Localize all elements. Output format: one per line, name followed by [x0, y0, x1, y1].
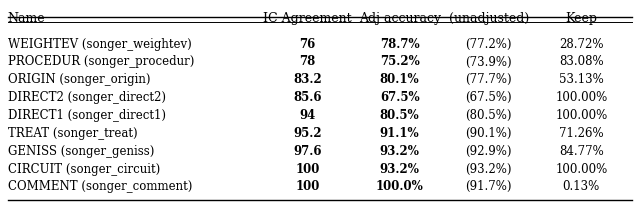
Text: CIRCUIT (songer_circuit): CIRCUIT (songer_circuit): [8, 163, 160, 176]
Text: (77.7%): (77.7%): [465, 73, 512, 86]
Text: PROCEDUR (songer_procedur): PROCEDUR (songer_procedur): [8, 55, 194, 68]
Text: 100.00%: 100.00%: [555, 163, 607, 176]
Text: 83.2: 83.2: [293, 73, 322, 86]
Text: 100: 100: [295, 180, 319, 193]
Text: DIRECT1 (songer_direct1): DIRECT1 (songer_direct1): [8, 109, 166, 122]
Text: 97.6: 97.6: [293, 145, 321, 158]
Text: Name: Name: [8, 12, 45, 25]
Text: 28.72%: 28.72%: [559, 38, 604, 51]
Text: 84.77%: 84.77%: [559, 145, 604, 158]
Text: (91.7%): (91.7%): [466, 180, 512, 193]
Text: 78.7%: 78.7%: [380, 38, 419, 51]
Text: 67.5%: 67.5%: [380, 91, 419, 104]
Text: 94: 94: [299, 109, 316, 122]
Text: 93.2%: 93.2%: [380, 163, 420, 176]
Text: Keep: Keep: [565, 12, 597, 25]
Text: 78: 78: [299, 55, 316, 68]
Text: (92.9%): (92.9%): [466, 145, 512, 158]
Text: (93.2%): (93.2%): [466, 163, 512, 176]
Text: 100: 100: [295, 163, 319, 176]
Text: ORIGIN (songer_origin): ORIGIN (songer_origin): [8, 73, 150, 86]
Text: (90.1%): (90.1%): [466, 127, 512, 140]
Text: WEIGHTEV (songer_weightev): WEIGHTEV (songer_weightev): [8, 38, 191, 51]
Text: 76: 76: [299, 38, 316, 51]
Text: 83.08%: 83.08%: [559, 55, 604, 68]
Text: (67.5%): (67.5%): [465, 91, 512, 104]
Text: (unadjusted): (unadjusted): [449, 12, 529, 25]
Text: TREAT (songer_treat): TREAT (songer_treat): [8, 127, 138, 140]
Text: 100.0%: 100.0%: [376, 180, 424, 193]
Text: 95.2: 95.2: [293, 127, 321, 140]
Text: (77.2%): (77.2%): [466, 38, 512, 51]
Text: 71.26%: 71.26%: [559, 127, 604, 140]
Text: 100.00%: 100.00%: [555, 91, 607, 104]
Text: 93.2%: 93.2%: [380, 145, 420, 158]
Text: DIRECT2 (songer_direct2): DIRECT2 (songer_direct2): [8, 91, 166, 104]
Text: 100.00%: 100.00%: [555, 109, 607, 122]
Text: 0.13%: 0.13%: [563, 180, 600, 193]
Text: COMMENT (songer_comment): COMMENT (songer_comment): [8, 180, 192, 193]
Text: Adj accuracy: Adj accuracy: [358, 12, 441, 25]
Text: GENISS (songer_geniss): GENISS (songer_geniss): [8, 145, 154, 158]
Text: 80.1%: 80.1%: [380, 73, 419, 86]
Text: 75.2%: 75.2%: [380, 55, 420, 68]
Text: 53.13%: 53.13%: [559, 73, 604, 86]
Text: IC Agreement: IC Agreement: [263, 12, 351, 25]
Text: (73.9%): (73.9%): [465, 55, 512, 68]
Text: (80.5%): (80.5%): [466, 109, 512, 122]
Text: 85.6: 85.6: [293, 91, 321, 104]
Text: 80.5%: 80.5%: [380, 109, 419, 122]
Text: 91.1%: 91.1%: [380, 127, 419, 140]
